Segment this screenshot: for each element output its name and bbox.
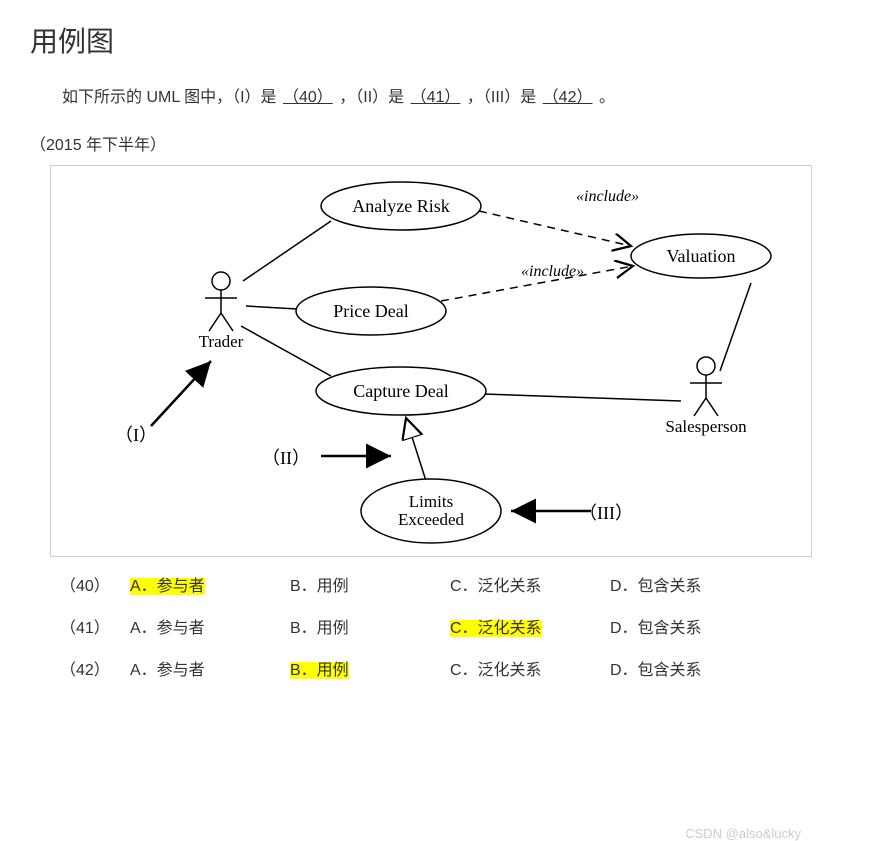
option-choice: B．用例	[290, 572, 450, 596]
option-choice: B．用例	[290, 656, 450, 680]
option-choice: A．参与者	[130, 656, 290, 680]
option-row: （41）A．参与者B．用例C．泛化关系 D．包含关系	[60, 614, 840, 638]
option-row: （40）A．参与者 B．用例C．泛化关系D．包含关系	[60, 572, 840, 596]
svg-text:Trader: Trader	[199, 332, 244, 351]
highlighted-answer: B．用例	[290, 662, 349, 679]
svg-text:Analyze Risk: Analyze Risk	[352, 196, 449, 216]
option-choice: C．泛化关系	[450, 614, 610, 638]
svg-text:Valuation: Valuation	[667, 246, 736, 266]
svg-text:«include»: «include»	[521, 263, 584, 280]
svg-text:（I）: （I）	[115, 425, 157, 445]
highlighted-answer: C．泛化关系	[450, 620, 542, 637]
option-number: （41）	[60, 614, 130, 638]
q-prefix: 如下所示的 UML 图中，（I）是	[62, 89, 277, 106]
q-mid2: ，（III）是	[467, 89, 536, 106]
option-choice: C．泛化关系	[450, 656, 610, 680]
option-choice: D．包含关系	[610, 656, 770, 680]
option-choice: B．用例	[290, 614, 450, 638]
uml-svg: «include» «include» （I） （II） （III） Analyze Ri…	[51, 166, 811, 556]
svg-text:Exceeded: Exceeded	[398, 510, 465, 529]
page-title: 用例图	[30, 20, 840, 60]
option-choice: D．包含关系	[610, 572, 770, 596]
svg-text:Capture Deal: Capture Deal	[353, 381, 448, 401]
watermark: CSDN @also&lucky	[685, 826, 801, 841]
highlighted-answer: A．参与者	[130, 578, 205, 595]
option-number: （42）	[60, 656, 130, 680]
q-suffix: 。	[599, 89, 615, 106]
uml-diagram: «include» «include» （I） （II） （III） Analyze Ri…	[50, 165, 812, 557]
exam-year: （2015 年下半年）	[30, 131, 840, 155]
option-choice: A．参与者	[130, 614, 290, 638]
svg-text:Salesperson: Salesperson	[665, 417, 747, 436]
blank-42: （42）	[541, 89, 595, 106]
blank-41: （41）	[409, 89, 463, 106]
options-block: （40）A．参与者B．用例C．泛化关系D．包含关系（41）A．参与者B．用例C．…	[60, 572, 840, 680]
svg-text:Price Deal: Price Deal	[333, 301, 408, 321]
svg-text:Limits: Limits	[409, 492, 453, 511]
svg-text:«include»: «include»	[576, 188, 639, 205]
svg-text:（III）: （III）	[579, 503, 633, 523]
blank-40: （40）	[281, 89, 335, 106]
option-choice: A．参与者	[130, 572, 290, 596]
option-number: （40）	[60, 572, 130, 596]
svg-text:（II）: （II）	[262, 448, 310, 468]
question-text: 如下所示的 UML 图中，（I）是 （40） ，（II）是 （41） ，（III…	[30, 80, 840, 115]
q-mid1: ，（II）是	[339, 89, 404, 106]
option-row: （42）A．参与者B．用例 C．泛化关系D．包含关系	[60, 656, 840, 680]
option-choice: D．包含关系	[610, 614, 770, 638]
option-choice: C．泛化关系	[450, 572, 610, 596]
